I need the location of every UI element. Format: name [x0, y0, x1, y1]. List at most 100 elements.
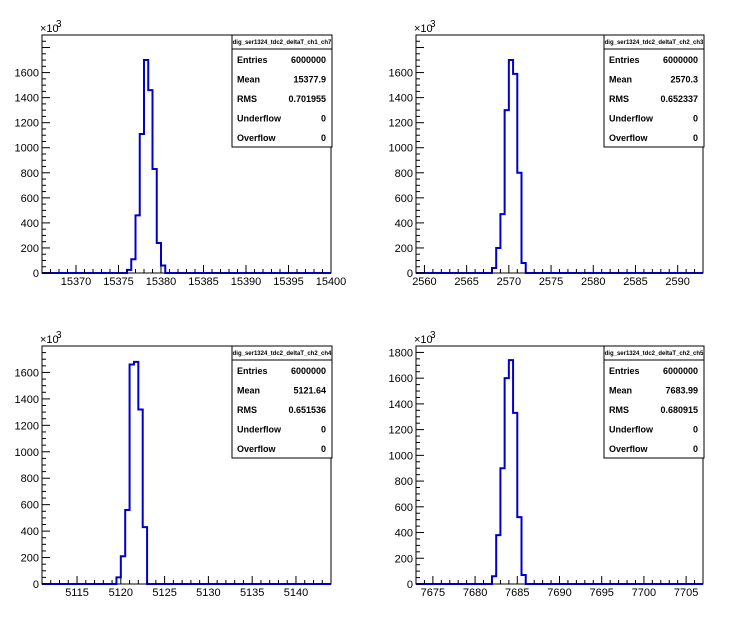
x-tick-label: 5130	[196, 587, 220, 599]
stats-label: Underflow	[237, 425, 282, 435]
stats-value: 0	[693, 133, 698, 143]
y-tick-label: 0	[407, 579, 413, 591]
y-tick-label: 200	[395, 243, 413, 255]
x-tick-label: 5120	[109, 587, 133, 599]
histogram-panel-2: 2560 2565 2570 2575 2580 2585 2590 0 200 400 600 80…	[389, 19, 705, 288]
stats-label: Mean	[237, 386, 260, 396]
x-tick-label: 2570	[497, 276, 521, 288]
y-tick-label: 800	[395, 168, 413, 180]
x-tick-label: 7695	[589, 587, 613, 599]
stats-label: RMS	[237, 94, 257, 104]
x-tick-label: 15380	[146, 276, 177, 288]
stats-value: 6000000	[291, 366, 326, 376]
y-axis-exponent: 3	[430, 19, 436, 30]
x-tick-label: 5115	[65, 587, 89, 599]
stats-box-title: dig_ser1324_tdc2_deltaT_ch2_ch3	[605, 40, 704, 46]
stats-label: Overflow	[237, 444, 277, 454]
stats-value: 0	[321, 133, 326, 143]
y-axis-exponent: 3	[56, 330, 62, 341]
stats-value: 6000000	[663, 366, 698, 376]
histogram-panel-1: 15370 15375 15380 15385 15390 15395 15400 0 200 4…	[15, 19, 347, 288]
stats-label: Underflow	[237, 114, 282, 124]
stats-label: RMS	[237, 405, 257, 415]
stats-value: 0.651536	[288, 405, 326, 415]
stats-value: 0	[321, 114, 326, 124]
x-tick-label: 2565	[454, 276, 478, 288]
histogram-series-line	[416, 359, 703, 585]
y-tick-label: 600	[395, 193, 413, 205]
y-axis-multiplier: ×10	[414, 334, 433, 346]
stats-box-title: dig_ser1324_tdc2_deltaT_ch2_ch5	[605, 351, 704, 357]
stats-label: RMS	[609, 94, 629, 104]
y-tick-label: 800	[395, 476, 413, 488]
stats-label: RMS	[609, 405, 629, 415]
x-tick-label: 15400	[316, 276, 347, 288]
stats-value: 0	[321, 444, 326, 454]
y-tick-label: 1600	[389, 68, 413, 80]
stats-value: 0	[321, 425, 326, 435]
x-tick-label: 2560	[412, 276, 436, 288]
y-tick-label: 1000	[389, 450, 413, 462]
stats-label: Mean	[609, 386, 632, 396]
stats-label: Entries	[609, 366, 640, 376]
stats-value: 0	[693, 114, 698, 124]
y-axis-multiplier: ×10	[414, 23, 433, 35]
histogram-series-line	[416, 59, 703, 274]
y-tick-label: 400	[395, 218, 413, 230]
stats-label: Entries	[237, 366, 268, 376]
y-tick-label: 800	[21, 168, 39, 180]
y-tick-label: 600	[395, 502, 413, 514]
y-tick-label: 1600	[389, 373, 413, 385]
stats-label: Overflow	[609, 444, 649, 454]
stats-value: 0.701955	[288, 94, 326, 104]
y-tick-label: 1400	[15, 93, 39, 105]
y-tick-label: 1200	[389, 118, 413, 130]
histogram-series-line	[42, 59, 331, 274]
x-tick-label: 15390	[231, 276, 262, 288]
stats-box-title: dig_ser1324_tdc2_deltaT_ch1_ch7	[233, 40, 332, 46]
x-tick-label: 15375	[103, 276, 134, 288]
x-tick-label: 7700	[632, 587, 656, 599]
y-tick-label: 1000	[389, 143, 413, 155]
x-tick-label: 7680	[463, 587, 487, 599]
y-tick-label: 1200	[15, 118, 39, 130]
y-tick-label: 200	[395, 553, 413, 565]
y-tick-label: 1000	[15, 447, 39, 459]
y-tick-label: 200	[21, 553, 39, 565]
x-tick-label: 5125	[152, 587, 176, 599]
y-tick-label: 600	[21, 193, 39, 205]
stats-box	[231, 345, 333, 459]
y-tick-label: 0	[33, 579, 39, 591]
x-tick-label: 7675	[421, 587, 445, 599]
x-tick-label: 5140	[284, 587, 308, 599]
x-tick-label: 15395	[273, 276, 304, 288]
stats-label: Entries	[609, 55, 640, 65]
stats-label: Mean	[609, 75, 632, 85]
y-tick-label: 0	[33, 268, 39, 280]
y-tick-label: 1800	[389, 347, 413, 359]
x-tick-label: 2590	[665, 276, 689, 288]
stats-label: Underflow	[609, 425, 654, 435]
x-tick-label: 15370	[61, 276, 92, 288]
stats-label: Entries	[237, 55, 268, 65]
x-tick-label: 7690	[547, 587, 571, 599]
y-tick-label: 1400	[389, 93, 413, 105]
y-tick-label: 1600	[15, 367, 39, 379]
stats-value: 0.652337	[660, 94, 698, 104]
y-tick-label: 400	[21, 218, 39, 230]
stats-value: 6000000	[291, 55, 326, 65]
y-tick-label: 1600	[15, 68, 39, 80]
x-tick-label: 5135	[240, 587, 264, 599]
y-tick-label: 600	[21, 500, 39, 512]
histogram-series-line	[42, 360, 331, 585]
stats-value: 5121.64	[293, 386, 326, 396]
x-tick-label: 2580	[581, 276, 605, 288]
y-tick-label: 1200	[15, 420, 39, 432]
stats-box	[231, 34, 333, 148]
stats-box-title: dig_ser1324_tdc2_deltaT_ch2_ch4	[233, 351, 332, 357]
stats-value: 0	[693, 425, 698, 435]
y-axis-multiplier: ×10	[40, 23, 59, 35]
histogram-panel-4: 7675 7680 7685 7690 7695 7700 7705 0 200 400 600 80…	[389, 330, 705, 599]
stats-value: 0	[693, 444, 698, 454]
x-tick-label: 2575	[539, 276, 563, 288]
